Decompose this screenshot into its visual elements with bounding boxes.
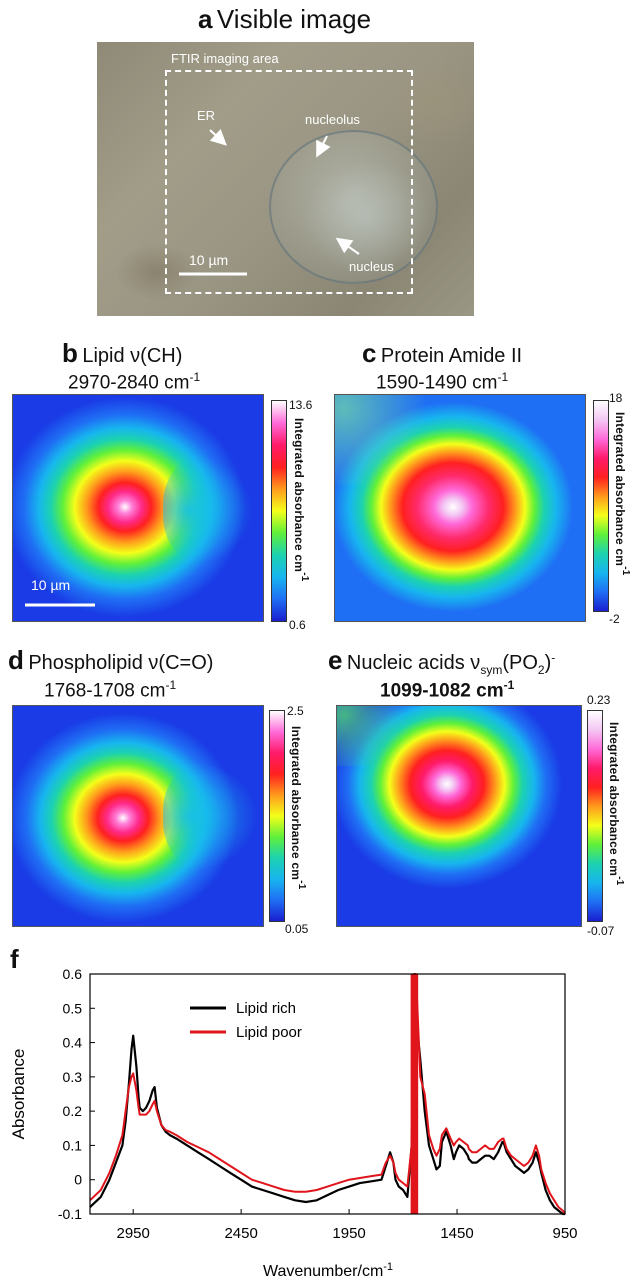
nucleic-acid-colorbar-min: -0.07: [587, 924, 615, 938]
er-arrow: [209, 128, 227, 146]
panel-a-letter: a: [198, 4, 213, 34]
panel-b-letter: b: [62, 338, 78, 368]
protein-heatmap-corner: [335, 395, 425, 485]
protein-colorbar-min: -2: [609, 612, 620, 626]
panel-e-heading: e Nucleic acids νsym(PO2)-: [328, 645, 555, 677]
panel-c-range: 1590-1490 cm-1: [376, 370, 509, 394]
phospholipid-heatmap-tail: [163, 761, 258, 871]
protein-heatmap: [334, 394, 586, 622]
y-tick-label: 0.2: [63, 1103, 83, 1119]
lipid-colorbar-label: Integrated absorbance cm-1: [292, 418, 310, 582]
imaging-area-box: [165, 70, 413, 294]
imaging-area-label: FTIR imaging area: [171, 51, 279, 66]
nucleolus-arrow: [316, 135, 331, 158]
legend-label: Lipid poor: [236, 1024, 302, 1041]
y-tick-label: 0.5: [63, 1000, 83, 1016]
panel-b-title: Lipid ν(CH): [82, 345, 183, 367]
y-tick-label: 0.6: [63, 966, 83, 982]
lipid-heatmap-tail: [163, 455, 253, 565]
lipid-colorbar-min: 0.6: [289, 618, 306, 632]
x-tick-label: 2450: [224, 1225, 257, 1242]
nucleic-acid-colorbar-label: Integrated absorbance cm-1: [607, 722, 625, 886]
panel-b-range: 2970-2840 cm-1: [68, 370, 201, 394]
nucleus-arrow: [335, 237, 360, 255]
x-axis-label: Wavenumber/cm-1: [263, 1261, 393, 1280]
er-label: ER: [197, 108, 216, 123]
panel-e-title: Nucleic acids νsym(PO2)-: [346, 650, 556, 677]
phospholipid-colorbar-max: 2.5: [287, 704, 304, 718]
nucleic-acid-colorbar-max: 0.23: [587, 693, 611, 707]
saturated-band: [410, 974, 419, 1214]
panel-c-heading: c Protein Amide II: [362, 338, 522, 369]
series-line-lipid-rich: [89, 1013, 565, 1216]
y-axis-label: Absorbance: [9, 1049, 28, 1140]
panel-d-range: 1768-1708 cm-1: [44, 678, 177, 702]
phospholipid-colorbar-label: Integrated absorbance cm-1: [289, 726, 307, 890]
cell-nucleus-shape: [269, 130, 438, 284]
y-tick-label: 0.4: [63, 1035, 83, 1051]
lipid-heatmap: 10 µm: [12, 394, 264, 622]
panel-a-heading: a Visible image: [198, 4, 371, 35]
y-tick-label: -0.1: [58, 1206, 82, 1222]
legend-label: Lipid rich: [236, 1000, 296, 1017]
nucleic-acid-heatmap-corner: [337, 706, 407, 766]
lipid-colorbar-max: 13.6: [289, 398, 313, 412]
phospholipid-colorbar: [269, 710, 285, 922]
panel-d-title: Phospholipid ν(C=O): [28, 652, 214, 674]
x-tick-label: 1450: [440, 1225, 473, 1242]
protein-colorbar-label: Integrated absorbance cm-1: [613, 412, 631, 576]
panel-e-letter: e: [328, 645, 343, 675]
scale-bar-b-graphic: [25, 603, 95, 607]
visible-microscope-image: FTIR imaging area ER nucleolus nucleus 1…: [97, 42, 474, 316]
plot-frame: [89, 973, 566, 1215]
nucleus-label: nucleus: [349, 259, 394, 274]
panel-c-title: Protein Amide II: [380, 345, 523, 367]
nucleic-acid-colorbar: [587, 710, 603, 922]
nucleolus-label: nucleolus: [305, 112, 360, 127]
panel-d-letter: d: [8, 645, 24, 675]
scale-bar-a-label: 10 µm: [189, 252, 229, 268]
x-tick-label: 1950: [332, 1225, 365, 1242]
nucleic-acid-heatmap: [336, 705, 582, 927]
x-tick-label: 2950: [116, 1225, 149, 1242]
panel-f-letter: f: [10, 944, 19, 974]
y-tick-label: 0.3: [63, 1069, 83, 1085]
annotation-arrows: [179, 128, 360, 276]
protein-colorbar-max: 18: [609, 391, 623, 405]
scale-bar-b-label: 10 µm: [31, 577, 71, 593]
phospholipid-heatmap: [12, 705, 264, 927]
lipid-colorbar: [271, 400, 287, 622]
panel-d-heading: d Phospholipid ν(C=O): [8, 645, 213, 676]
panel-a-title: Visible image: [216, 4, 372, 34]
x-tick-label: 950: [552, 1225, 577, 1242]
protein-colorbar: [593, 400, 609, 612]
panel-b-heading: b Lipid ν(CH): [62, 338, 182, 369]
y-tick-label: 0: [74, 1172, 82, 1188]
panel-e-range: 1099-1082 cm-1: [380, 678, 515, 702]
panel-c-letter: c: [362, 338, 377, 368]
legend: Lipid rich Lipid poor: [190, 1000, 302, 1041]
phospholipid-colorbar-min: 0.05: [285, 922, 309, 936]
ftir-spectrum-chart: -0.1 0 0.1 0.2 0.3 0.4 0.5 0.6 2950 2450 1950 1450 9…: [9, 966, 578, 1280]
series-line-lipid-poor: [89, 973, 566, 1215]
y-tick-label: 0.1: [63, 1137, 83, 1153]
